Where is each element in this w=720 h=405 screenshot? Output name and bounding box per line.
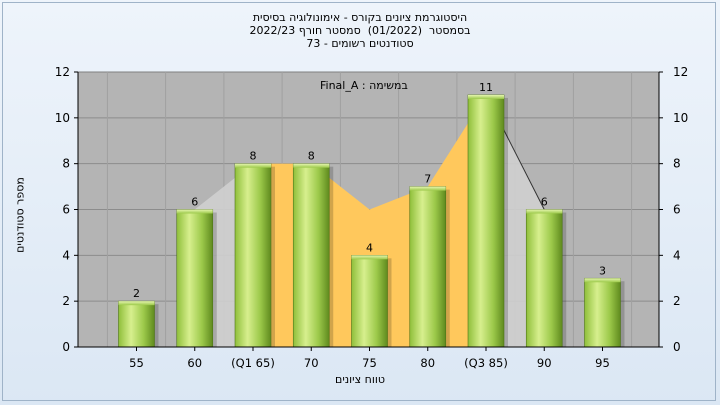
x-tick-label: 95 bbox=[595, 356, 610, 370]
bar-value-label: 3 bbox=[599, 264, 606, 277]
bar bbox=[409, 186, 447, 348]
bar bbox=[292, 163, 330, 348]
title-line-1: היסטוגרמת ציונים בקורס - אימונולוגיה בסי… bbox=[252, 11, 468, 24]
bar-cap bbox=[526, 209, 563, 214]
x-tick-label: (Q1 65) bbox=[231, 356, 275, 370]
bar bbox=[234, 163, 272, 348]
bar bbox=[525, 209, 563, 348]
y-tick-label-right: 8 bbox=[673, 157, 681, 171]
bar-value-label: 8 bbox=[308, 150, 315, 163]
bar-value-label: 7 bbox=[424, 173, 431, 186]
bar-value-label: 6 bbox=[191, 196, 198, 209]
y-axis-label: מספר סטודנטים bbox=[13, 177, 27, 253]
bar-value-label: 11 bbox=[479, 81, 493, 94]
bar-cap bbox=[351, 255, 388, 260]
x-tick-label: 60 bbox=[187, 356, 202, 370]
y-tick-label-right: 4 bbox=[673, 248, 681, 262]
x-tick-label: 80 bbox=[420, 356, 435, 370]
y-tick-label-right: 2 bbox=[673, 294, 681, 308]
bar bbox=[467, 94, 505, 348]
x-tick-label: 75 bbox=[362, 356, 377, 370]
x-axis-label: טווח ציונים bbox=[335, 373, 385, 386]
y-tick-label-left: 4 bbox=[62, 248, 70, 262]
y-tick-label-right: 6 bbox=[673, 203, 681, 217]
y-tick-label-left: 8 bbox=[62, 157, 70, 171]
bar-value-label: 4 bbox=[366, 241, 373, 254]
bar-cap bbox=[409, 186, 446, 191]
bar-cap bbox=[293, 163, 330, 168]
title-line-2: בסמסטר (01/2022) סמסטר חורף 2022/23 bbox=[249, 24, 471, 37]
legend-label: Final_A : במשימה bbox=[320, 79, 408, 92]
x-tick-label: 90 bbox=[537, 356, 552, 370]
x-tick-label: (Q3 85) bbox=[464, 356, 508, 370]
bar-value-label: 8 bbox=[250, 150, 257, 163]
y-tick-label-left: 10 bbox=[55, 111, 70, 125]
x-tick-label: 70 bbox=[304, 356, 319, 370]
y-tick-label-left: 0 bbox=[62, 340, 70, 354]
bar-cap bbox=[584, 278, 621, 283]
y-tick-label-right: 10 bbox=[673, 111, 688, 125]
y-tick-label-left: 2 bbox=[62, 294, 70, 308]
bar bbox=[118, 300, 155, 348]
bar-cap bbox=[235, 163, 271, 168]
x-tick-label: 55 bbox=[129, 356, 144, 370]
chart-frame bbox=[2, 2, 716, 401]
y-tick-label-left: 6 bbox=[62, 203, 70, 217]
y-tick-label-right: 12 bbox=[673, 65, 688, 79]
bar-cap bbox=[118, 301, 155, 306]
chart-titles: היסטוגרמת ציונים בקורס - אימונולוגיה בסי… bbox=[0, 11, 720, 50]
bar-value-label: 6 bbox=[541, 196, 548, 209]
bar-cap bbox=[468, 94, 504, 99]
title-line-3: סטודנטים רשומים - 73 bbox=[306, 37, 414, 50]
bar bbox=[351, 255, 388, 348]
bar-value-label: 2 bbox=[133, 287, 140, 300]
bar bbox=[176, 209, 214, 348]
bar-cap bbox=[176, 209, 213, 214]
y-tick-label-right: 0 bbox=[673, 340, 681, 354]
y-tick-label-left: 12 bbox=[55, 65, 70, 79]
bar bbox=[584, 277, 621, 348]
